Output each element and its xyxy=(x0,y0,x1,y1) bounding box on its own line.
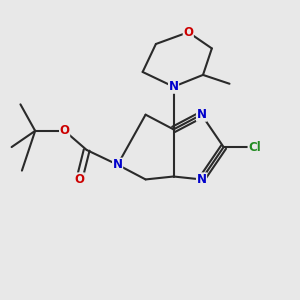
Text: O: O xyxy=(74,173,84,186)
Text: O: O xyxy=(60,124,70,137)
Text: N: N xyxy=(196,108,206,121)
Text: N: N xyxy=(169,80,178,93)
Text: N: N xyxy=(196,173,206,186)
Text: N: N xyxy=(112,158,123,171)
Text: O: O xyxy=(183,26,193,39)
Text: Cl: Cl xyxy=(248,141,261,154)
